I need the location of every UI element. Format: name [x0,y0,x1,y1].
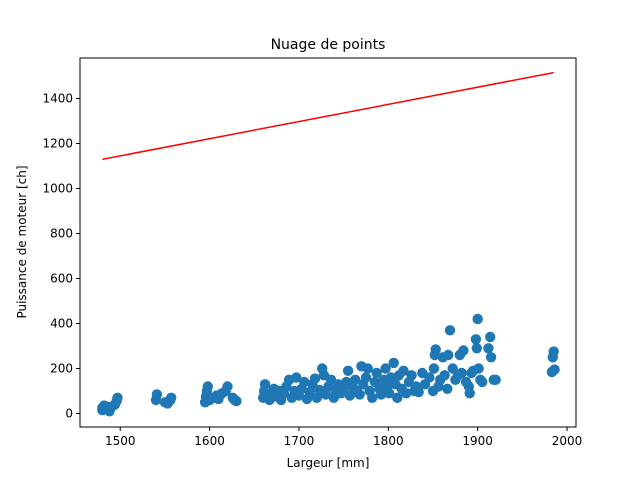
scatter-point [304,386,315,398]
scatter-point [443,349,454,361]
x-tick-label: 1800 [373,434,404,448]
scatter-point [231,395,242,407]
scatter-point [299,376,310,388]
scatter-point [291,372,302,383]
scatter-point [485,331,496,343]
x-tick-label: 2000 [552,434,583,448]
trend-line [102,71,554,161]
scatter-point [380,363,391,374]
scatter-point [309,373,321,384]
scatter-point [342,365,354,376]
scatter-point [430,344,441,355]
scatter-point [384,388,395,399]
y-tick-label: 1200 [42,137,73,151]
scatter-point [151,389,163,400]
y-tick-label: 800 [50,227,73,241]
x-tick-label: 1500 [105,434,136,448]
scatter-point [371,367,382,379]
scatter-point [166,392,177,403]
y-tick-label: 1400 [42,92,73,106]
scatter-point [477,376,488,388]
scatter-point [362,363,373,374]
y-tick-label: 400 [50,317,73,331]
scatter-point [444,325,456,336]
scatter-point [350,374,361,385]
scatter-point [259,379,271,390]
x-axis-label: Largeur [mm] [287,456,370,470]
scatter-point [311,392,322,403]
scatter-point [388,357,399,369]
scatter-point [392,392,403,403]
scatter-point [424,372,435,383]
x-axis: 1500 1600 1700 1800 1900 2000 [105,427,582,448]
scatter-point [464,388,475,399]
plot-frame [79,57,577,428]
scatter-point [376,389,387,400]
scatter-point [490,374,501,385]
scatter-point [456,367,467,379]
scatter-point [398,365,409,376]
scatter-point [112,392,123,403]
x-tick-label: 1600 [194,434,225,448]
scatter-point [360,372,372,383]
y-tick-label: 200 [50,362,73,376]
chart-title: Nuage de points [271,37,386,53]
scatter-point [470,334,482,345]
x-tick-label: 1900 [462,434,493,448]
scatter-point [413,386,424,398]
scatter-point [354,389,365,400]
x-tick-label: 1700 [284,434,315,448]
scatter-point [428,363,440,374]
y-axis: 0 200 400 600 800 1000 1200 1400 [42,92,80,421]
scatter-point [442,383,453,394]
y-tick-label: 1000 [42,182,73,196]
scatter-point [471,343,482,354]
scatter-point [401,388,412,399]
scatter-point [473,363,484,374]
scatter-point [485,352,497,363]
scatter-point [406,370,417,381]
y-tick-label: 0 [65,407,73,421]
scatter-point [549,364,560,375]
scatter-point [548,346,559,357]
plot-area [80,58,576,427]
scatter-point [458,345,469,356]
scatter-point [472,313,483,325]
scatter-point [222,381,233,392]
y-axis-label: Puissance de moteur [ch] [15,165,29,318]
scatter-point [202,381,213,392]
scatter-point [483,343,494,354]
points-layer [97,313,560,417]
scatter-point [367,392,378,403]
y-tick-label: 600 [50,272,73,286]
scatter-point [439,370,450,381]
scatter-point [320,389,331,400]
line-layer [102,71,554,161]
